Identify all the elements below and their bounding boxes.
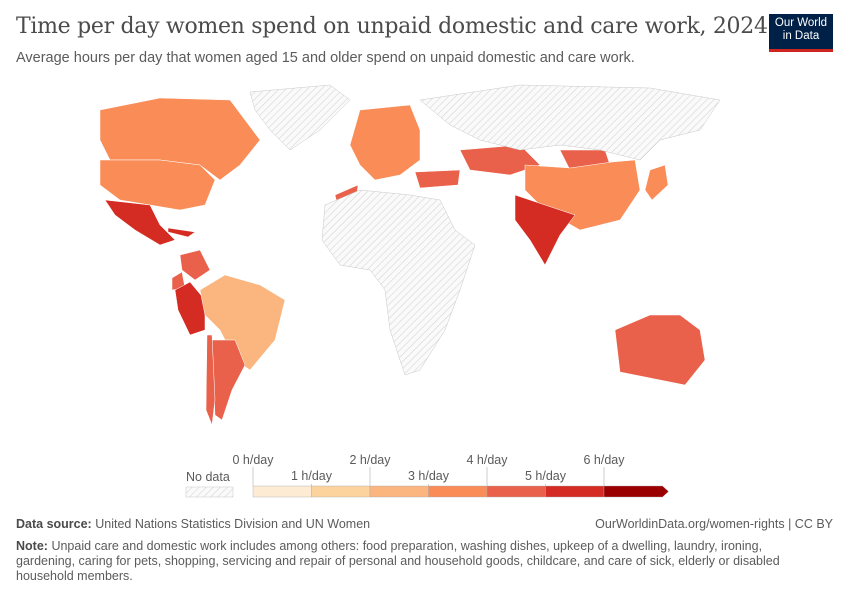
region-colombia[interactable] [179, 249, 211, 281]
owid-logo[interactable]: Our World in Data [769, 14, 833, 52]
region-peru[interactable] [174, 281, 206, 336]
legend-tick-label: 2 h/day [349, 453, 391, 467]
legend-tick-label: 5 h/day [525, 469, 567, 483]
region-india[interactable] [514, 194, 576, 266]
chart-title: Time per day women spend on unpaid domes… [16, 14, 768, 39]
note-text: Unpaid care and domestic work includes a… [16, 539, 780, 583]
legend-bin-1[interactable] [311, 485, 371, 498]
region-europe-multiple-countries[interactable] [349, 104, 421, 181]
data-source: Data source: United Nations Statistics D… [16, 517, 370, 531]
region-cuba[interactable] [167, 227, 196, 238]
region-turkey[interactable] [414, 169, 461, 189]
footnote: Note: Unpaid care and domestic work incl… [16, 539, 806, 584]
region-africa-most[interactable] [321, 189, 476, 376]
region-mexico[interactable] [104, 199, 176, 246]
legend: No data 0 h/day 1 h/day 2 h/day 3 h/day 4 h/… [185, 453, 669, 498]
legend-no-data-swatch [185, 486, 234, 498]
region-australia[interactable] [614, 314, 706, 386]
legend-bin-5[interactable] [545, 485, 605, 498]
legend-bin-4[interactable] [486, 485, 546, 498]
legend-tick-label: 6 h/day [583, 453, 625, 467]
legend-bin-3[interactable] [428, 485, 488, 498]
legend-bin-0[interactable] [252, 485, 312, 498]
note-label: Note: [16, 539, 48, 553]
source-text: United Nations Statistics Division and U… [95, 517, 371, 531]
region-brazil[interactable] [199, 274, 286, 371]
logo-line-1: Our World [774, 17, 828, 29]
region-argentina[interactable] [211, 339, 246, 421]
chart-subtitle: Average hours per day that women aged 15… [16, 50, 635, 66]
legend-bin-2[interactable] [369, 485, 429, 498]
region-russia[interactable] [419, 84, 721, 161]
region-canada[interactable] [99, 97, 261, 181]
legend-tick-label: 1 h/day [291, 469, 333, 483]
region-japan[interactable] [644, 164, 669, 201]
legend-tick-label: 4 h/day [466, 453, 508, 467]
source-url-link[interactable]: OurWorldinData.org/women-rights | CC BY [595, 517, 833, 531]
source-label: Data source: [16, 517, 92, 531]
region-chile[interactable] [205, 334, 216, 426]
logo-line-2: in Data [782, 30, 820, 42]
region-greenland[interactable] [249, 84, 351, 151]
legend-tick-label: 3 h/day [408, 469, 450, 483]
legend-bin-6[interactable] [603, 485, 669, 498]
legend-tick-label: 0 h/day [232, 453, 274, 467]
legend-no-data-label: No data [186, 470, 230, 484]
region-united-states[interactable] [99, 159, 216, 211]
